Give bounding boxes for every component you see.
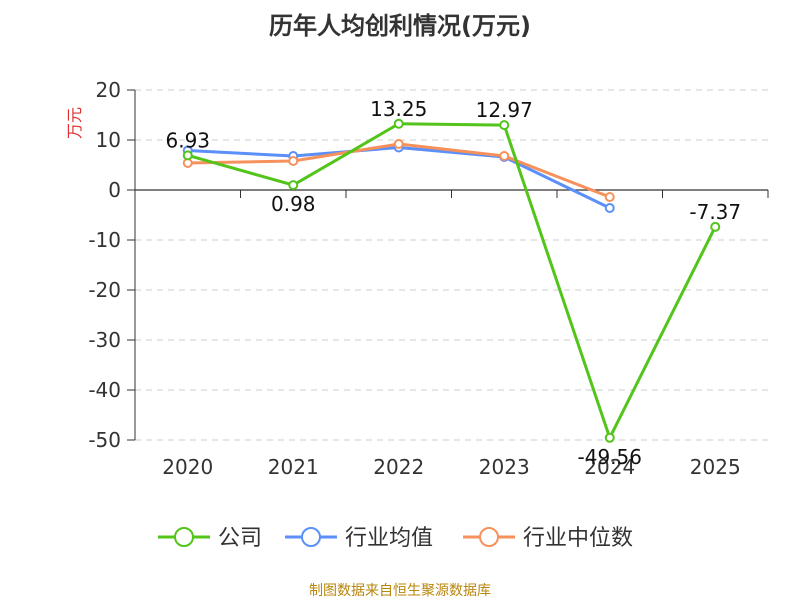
legend-swatch-marker bbox=[301, 527, 321, 547]
y-tick-label: -50 bbox=[88, 428, 121, 452]
data-point bbox=[604, 192, 615, 202]
legend: 公司 行业均值 行业中位数 bbox=[158, 526, 633, 551]
data-point bbox=[288, 156, 299, 166]
data-point bbox=[499, 151, 510, 161]
legend-label: 行业均值 bbox=[345, 526, 433, 551]
y-tick-label: -30 bbox=[88, 328, 121, 352]
y-tick-label: -20 bbox=[88, 278, 121, 302]
data-label: -49.56 bbox=[578, 445, 642, 469]
series-line bbox=[187, 146, 611, 210]
x-tick-label: 2020 bbox=[162, 455, 213, 479]
data-point bbox=[393, 139, 404, 149]
data-labels: 6.93 0.98 13.25 12.97 -49.56 -7.37 bbox=[165, 97, 741, 469]
legend-label: 公司 bbox=[218, 526, 262, 551]
legend-swatch-marker bbox=[174, 527, 194, 547]
data-label: 13.25 bbox=[370, 97, 427, 121]
x-tick-label: 2025 bbox=[690, 455, 741, 479]
data-label: 6.93 bbox=[165, 128, 210, 152]
source-note: 制图数据来自恒生聚源数据库 bbox=[309, 583, 491, 599]
data-point bbox=[604, 203, 615, 213]
grid-lines bbox=[135, 89, 768, 441]
data-point bbox=[182, 150, 193, 161]
legend-swatch-marker bbox=[479, 527, 499, 547]
axes: 20 10 0 -10 -20 -30 -40 -50 2020 2021 2022 2023 2024… bbox=[65, 78, 769, 479]
data-point bbox=[499, 120, 510, 131]
y-tick-label: 20 bbox=[96, 78, 121, 102]
data-point bbox=[393, 118, 404, 129]
legend-label: 行业中位数 bbox=[523, 526, 633, 551]
y-tick-label: 10 bbox=[96, 128, 121, 152]
x-tick-label: 2021 bbox=[268, 455, 319, 479]
x-tick-label: 2022 bbox=[373, 455, 424, 479]
data-point bbox=[604, 432, 615, 443]
y-tick-label: 0 bbox=[108, 178, 121, 202]
data-label: 0.98 bbox=[271, 192, 316, 216]
x-tick-label: 2023 bbox=[479, 455, 530, 479]
chart-title: 历年人均创利情况(万元) bbox=[269, 12, 531, 40]
x-tick-label: 2024 bbox=[584, 455, 635, 479]
data-label: -7.37 bbox=[689, 200, 741, 224]
series-line bbox=[187, 122, 717, 440]
y-tick-label: -10 bbox=[88, 228, 121, 252]
y-tick-label: -40 bbox=[88, 378, 121, 402]
data-point bbox=[288, 180, 299, 191]
data-point bbox=[710, 221, 721, 232]
data-label: 12.97 bbox=[476, 98, 533, 122]
series-lines bbox=[182, 118, 721, 443]
y-axis-label: 万元 bbox=[65, 107, 84, 139]
